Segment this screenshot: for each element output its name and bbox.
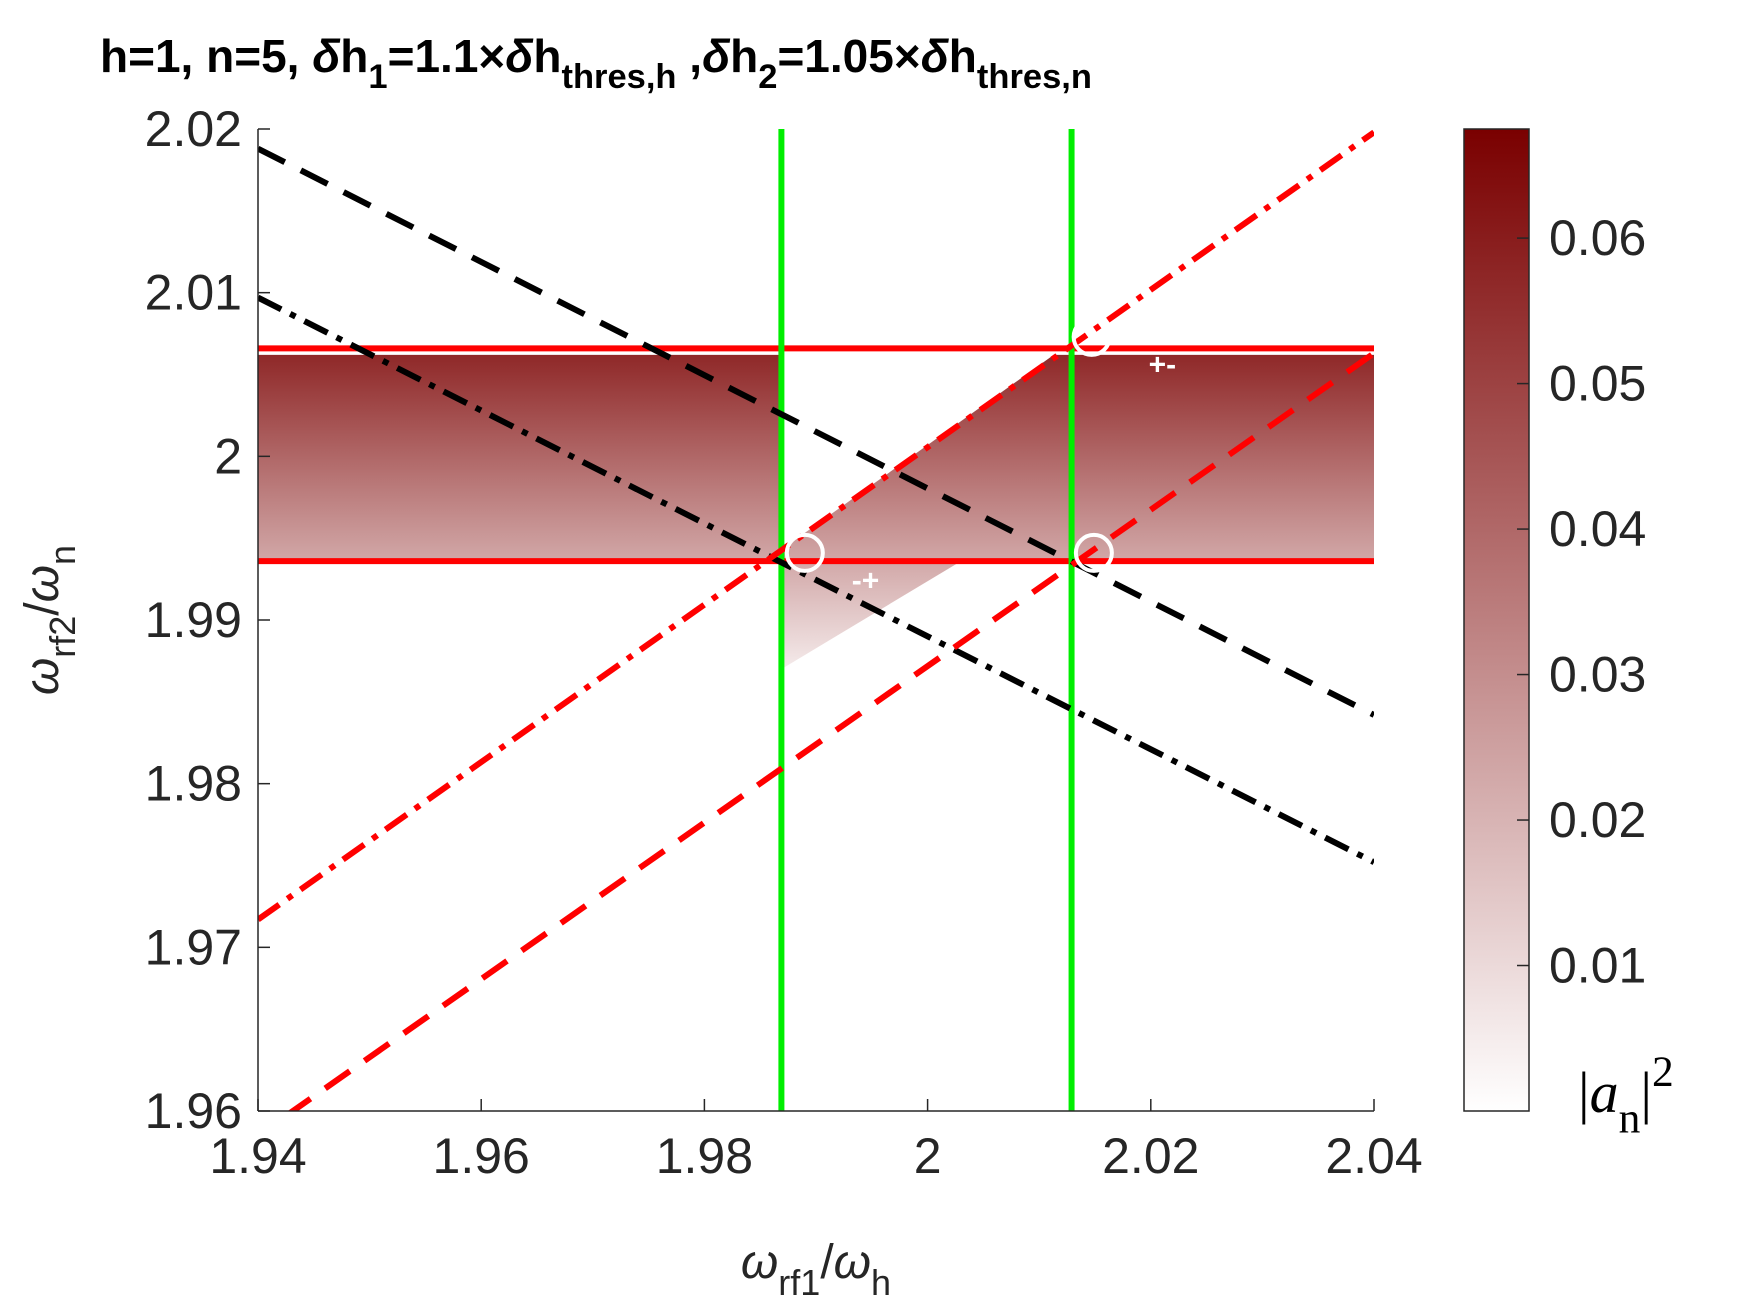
y-tick-label: 2.01 bbox=[145, 265, 242, 321]
colorbar-tick-label: 0.06 bbox=[1549, 210, 1646, 266]
marker bbox=[784, 532, 825, 573]
text-part: h=1, n=5, bbox=[100, 30, 312, 82]
text-part: thres,h bbox=[561, 58, 676, 96]
text-part: , bbox=[677, 30, 703, 82]
y-tick-label: 1.96 bbox=[145, 1083, 242, 1139]
colorbar bbox=[1463, 128, 1530, 1112]
marker bbox=[1073, 532, 1114, 573]
colorbar-tick-label: 0.05 bbox=[1549, 356, 1646, 412]
text-part: δ bbox=[312, 30, 341, 82]
colorbar-tick-label: 0.03 bbox=[1549, 647, 1646, 703]
line bbox=[258, 145, 1374, 718]
text-part: 2 bbox=[758, 58, 777, 96]
annotation: - bbox=[1126, 565, 1136, 598]
text-part: thres,n bbox=[977, 58, 1092, 96]
heatmap-region bbox=[258, 354, 782, 562]
y-tick-label: 2.02 bbox=[145, 101, 242, 157]
line bbox=[258, 129, 1374, 922]
colorbar-tick-label: 0.01 bbox=[1549, 938, 1646, 994]
text-part: δ bbox=[921, 30, 950, 82]
heatmap-region bbox=[781, 354, 1072, 562]
plot-area bbox=[258, 129, 1374, 1111]
x-tick-label: 2.04 bbox=[1325, 1128, 1422, 1184]
line bbox=[258, 294, 1374, 865]
overlay: -++--1.94 1.96 1.98 2 2.02 2.041.961.971.981.… bbox=[16, 30, 1674, 1303]
y-axis-label: ωrf2/ωn bbox=[16, 545, 83, 695]
line bbox=[287, 350, 1374, 1111]
chart-title: h=1, n=5, δh1=1.1×δhthres,h ,δh2=1.05×δh… bbox=[100, 30, 1092, 96]
annotation: -+ bbox=[852, 565, 880, 598]
text-part: h bbox=[730, 30, 758, 82]
colorbar-tick-label: 0.02 bbox=[1549, 792, 1646, 848]
y-tick-label: 2 bbox=[214, 428, 242, 484]
text-part: ω bbox=[741, 1236, 778, 1289]
text-part: | bbox=[1640, 1060, 1652, 1125]
text-part: rf2 bbox=[42, 616, 83, 658]
text-part: / bbox=[820, 1236, 834, 1289]
x-tick-label: 1.94 bbox=[209, 1128, 306, 1184]
text-part: h bbox=[949, 30, 977, 82]
y-tick-label: 1.99 bbox=[145, 592, 242, 648]
x-tick-label: 1.98 bbox=[656, 1128, 753, 1184]
text-part: 2 bbox=[1652, 1048, 1674, 1096]
annotation: +- bbox=[1149, 349, 1177, 382]
text-part: a bbox=[1590, 1060, 1619, 1125]
x-tick-label: 2 bbox=[914, 1128, 942, 1184]
text-part: =1.1× bbox=[388, 30, 506, 82]
text-part: ω bbox=[834, 1236, 871, 1289]
x-tick-label: 2.02 bbox=[1102, 1128, 1199, 1184]
marker bbox=[1071, 316, 1112, 357]
y-tick-label: 1.98 bbox=[145, 756, 242, 812]
text-part: | bbox=[1578, 1060, 1590, 1125]
text-part: h bbox=[871, 1262, 891, 1303]
text-part: n bbox=[42, 545, 83, 565]
text-part: δ bbox=[702, 30, 731, 82]
colorbar-tick-label: 0.04 bbox=[1549, 501, 1646, 557]
text-part: n bbox=[1619, 1094, 1641, 1142]
heatmap-region bbox=[1071, 354, 1374, 562]
x-tick-label: 1.96 bbox=[433, 1128, 530, 1184]
text-part: rf1 bbox=[778, 1262, 820, 1303]
x-axis-label: ωrf1/ωh bbox=[741, 1236, 891, 1303]
text-part: ω bbox=[16, 658, 69, 695]
colorbar-label: |an|2 bbox=[1578, 1048, 1674, 1142]
text-part: h bbox=[340, 30, 368, 82]
text-part: δ bbox=[505, 30, 534, 82]
text-part: ω bbox=[16, 565, 69, 602]
y-tick-label: 1.97 bbox=[145, 919, 242, 975]
text-part: h bbox=[533, 30, 561, 82]
text-part: 1 bbox=[368, 58, 387, 96]
text-part: / bbox=[16, 602, 69, 616]
text-part: =1.05× bbox=[777, 30, 920, 82]
